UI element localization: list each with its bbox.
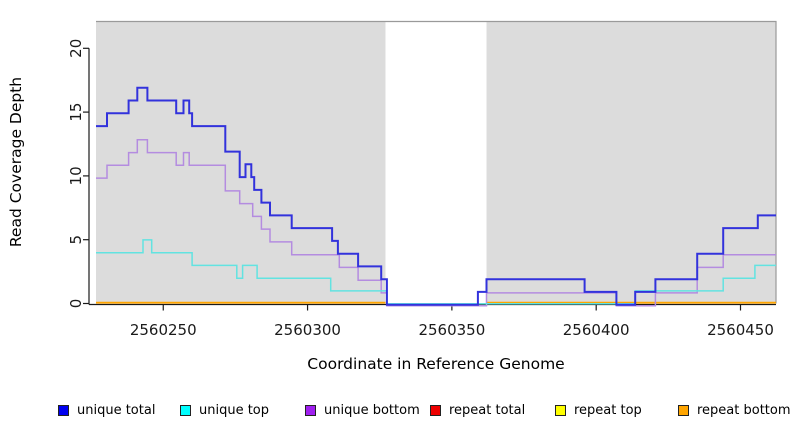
legend-item-unique-total: unique total <box>58 399 155 421</box>
plot-border <box>96 20 777 304</box>
legend-swatch-unique-total <box>58 404 69 416</box>
legend-item-repeat-top: repeat top <box>555 399 642 421</box>
legend-label: repeat bottom <box>697 402 791 418</box>
legend-item-repeat-bottom: repeat bottom <box>678 399 791 421</box>
legend-label: unique bottom <box>324 402 420 418</box>
legend-swatch-unique-top <box>180 404 191 416</box>
x-tick-label: 2560300 <box>274 321 341 339</box>
legend-item-unique-top: unique top <box>180 399 269 421</box>
y-tick-label: 0 <box>67 299 85 309</box>
coverage-gap-region <box>385 21 487 304</box>
series-line-unique-total <box>96 86 776 306</box>
series-line-unique-top <box>96 239 776 305</box>
y-tick-label: 20 <box>67 39 85 58</box>
x-tick-label: 2560450 <box>707 321 774 339</box>
x-tick-label: 2560250 <box>130 321 197 339</box>
legend-swatch-unique-bottom <box>305 404 316 416</box>
y-tick-label: 10 <box>67 166 85 185</box>
legend-item-unique-bottom: unique bottom <box>305 399 420 421</box>
y-axis-title: Read Coverage Depth <box>7 77 25 247</box>
x-tick-label: 2560400 <box>563 321 630 339</box>
y-tick-label: 15 <box>67 103 85 122</box>
legend-swatch-repeat-top <box>555 404 566 416</box>
legend-label: repeat top <box>574 402 642 418</box>
plot-legend: unique total unique top unique bottom repea… <box>0 399 792 429</box>
legend-label: repeat total <box>449 402 526 418</box>
legend-swatch-repeat-bottom <box>678 404 689 416</box>
x-axis-title: Coordinate in Reference Genome <box>307 355 564 373</box>
x-tick-label: 2560350 <box>418 321 485 339</box>
legend-label: unique top <box>199 402 270 418</box>
legend-swatch-repeat-total <box>430 404 441 416</box>
legend-label: unique total <box>77 402 156 418</box>
legend-item-repeat-total: repeat total <box>430 399 525 421</box>
y-tick-label: 5 <box>67 235 85 245</box>
